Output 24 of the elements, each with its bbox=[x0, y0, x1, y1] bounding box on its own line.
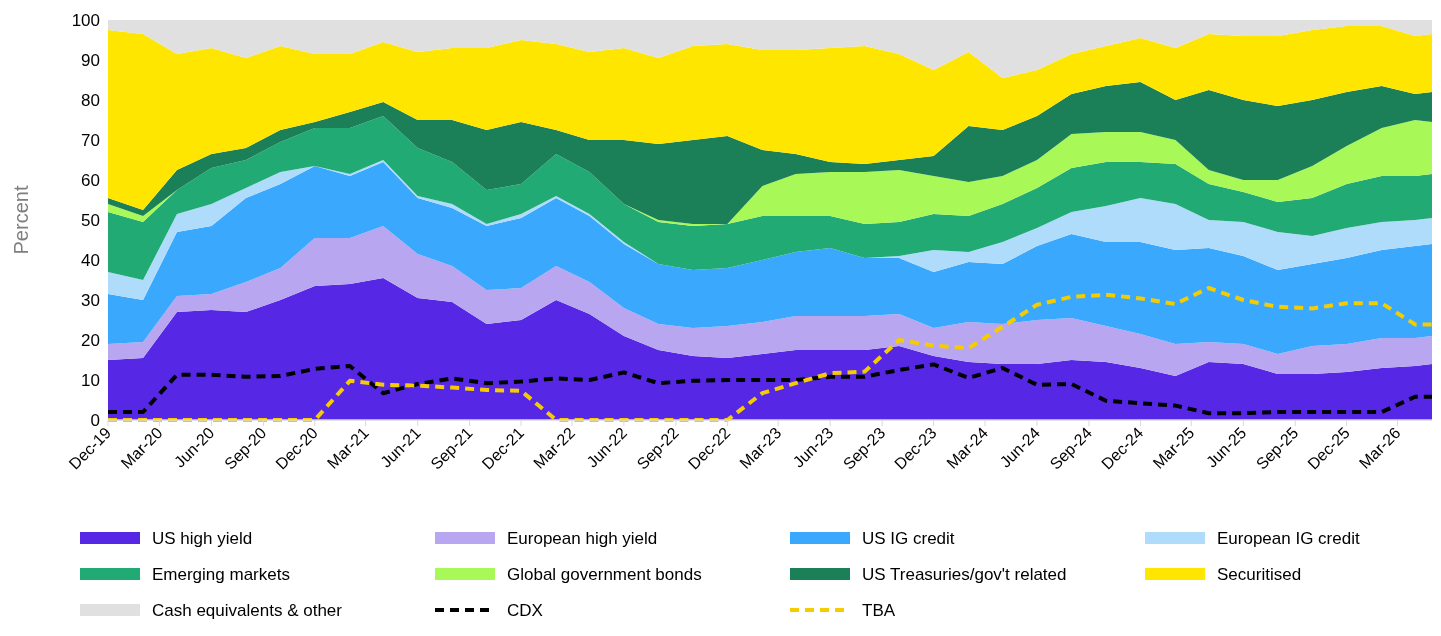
y-tick-label: 90 bbox=[81, 51, 100, 70]
legend-label: Cash equivalents & other bbox=[152, 601, 343, 620]
legend-label: US IG credit bbox=[862, 529, 955, 548]
y-axis-title: Percent bbox=[10, 185, 32, 255]
legend-label: TBA bbox=[862, 601, 896, 620]
legend-label: Emerging markets bbox=[152, 565, 290, 584]
legend-label: Securitised bbox=[1217, 565, 1302, 584]
legend-label: US high yield bbox=[152, 529, 253, 548]
legend-label: European high yield bbox=[507, 529, 658, 548]
legend-label: CDX bbox=[507, 601, 543, 620]
line-series bbox=[106, 362, 1433, 416]
y-tick-label: 50 bbox=[81, 211, 100, 230]
legend-label: Global government bonds bbox=[507, 565, 702, 584]
legend-label: European IG credit bbox=[1217, 529, 1360, 548]
y-tick-label: 100 bbox=[71, 11, 100, 30]
y-tick-label: 70 bbox=[81, 131, 100, 150]
y-tick-label: 0 bbox=[90, 411, 100, 430]
y-tick-label: 80 bbox=[81, 91, 100, 110]
y-tick-label: 30 bbox=[81, 291, 100, 310]
y-tick-label: 10 bbox=[81, 371, 100, 390]
y-tick-label: 20 bbox=[81, 331, 100, 350]
y-tick-label: 60 bbox=[81, 171, 100, 190]
legend-label: US Treasuries/gov't related bbox=[862, 565, 1067, 584]
y-tick-label: 40 bbox=[81, 251, 100, 270]
